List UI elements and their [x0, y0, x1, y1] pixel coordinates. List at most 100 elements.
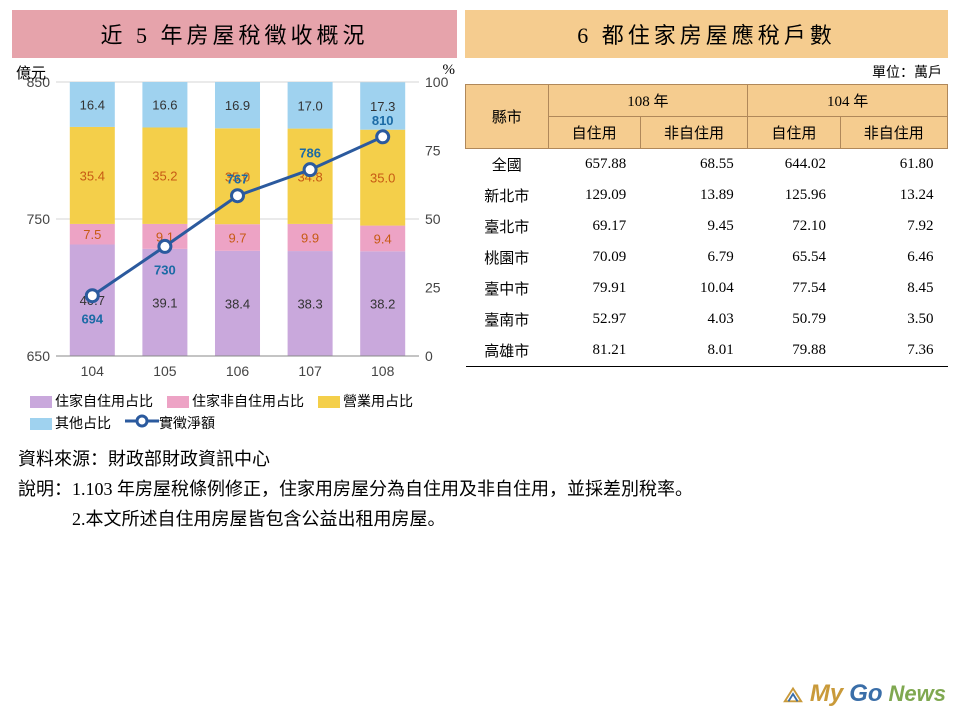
- cell-value: 10.04: [640, 273, 747, 304]
- y-right-axis-label: %: [443, 62, 456, 79]
- cell-value: 13.24: [840, 180, 948, 211]
- notes-block: 資料來源：財政部財政資訊中心 說明：1.103 年房屋稅條例修正，住家用房屋分為…: [0, 434, 960, 534]
- cell-value: 6.79: [640, 242, 747, 273]
- svg-text:108: 108: [371, 363, 395, 379]
- cell-value: 81.21: [548, 335, 640, 367]
- source-line: 資料來源：財政部財政資訊中心: [18, 444, 960, 474]
- chart-area: 億元 % 650750850025507510040.77.535.416.43…: [12, 64, 457, 384]
- cell-value: 52.97: [548, 304, 640, 335]
- table-unit-label: 單位：萬戶: [465, 58, 948, 84]
- th-sub-0: 自住用: [548, 117, 640, 149]
- line-marker: [232, 190, 244, 202]
- svg-text:107: 107: [298, 363, 322, 379]
- cell-value: 644.02: [748, 149, 840, 181]
- logo-icon: [782, 683, 804, 705]
- cell-value: 13.89: [640, 180, 747, 211]
- svg-text:106: 106: [226, 363, 250, 379]
- logo: MyGo News: [782, 680, 946, 708]
- table-row: 臺南市52.974.0350.793.50: [466, 304, 948, 335]
- cell-value: 8.45: [840, 273, 948, 304]
- svg-text:7.5: 7.5: [83, 227, 101, 242]
- cell-value: 125.96: [748, 180, 840, 211]
- svg-text:750: 750: [27, 211, 51, 227]
- th-sub-2: 自住用: [748, 117, 840, 149]
- cell-city: 高雄市: [466, 335, 549, 367]
- y-left-axis-label: 億元: [16, 62, 46, 83]
- table-row: 新北市129.0913.89125.9613.24: [466, 180, 948, 211]
- table-row: 桃園市70.096.7965.546.46: [466, 242, 948, 273]
- svg-text:16.9: 16.9: [225, 98, 250, 113]
- svg-text:35.4: 35.4: [80, 168, 105, 183]
- svg-text:650: 650: [27, 348, 51, 364]
- svg-text:0: 0: [425, 348, 433, 364]
- cell-value: 79.91: [548, 273, 640, 304]
- cell-value: 3.50: [840, 304, 948, 335]
- logo-text-go: Go: [849, 680, 882, 708]
- line-marker: [377, 131, 389, 143]
- cell-city: 新北市: [466, 180, 549, 211]
- svg-text:16.4: 16.4: [80, 97, 105, 112]
- cell-value: 7.92: [840, 211, 948, 242]
- cell-value: 79.88: [748, 335, 840, 367]
- svg-text:38.4: 38.4: [225, 296, 250, 311]
- svg-text:730: 730: [154, 262, 176, 277]
- svg-text:9.7: 9.7: [228, 230, 246, 245]
- th-104: 104 年: [748, 85, 948, 117]
- stacked-bar-line-chart: 650750850025507510040.77.535.416.439.19.…: [12, 64, 457, 384]
- logo-text-news: News: [889, 681, 946, 707]
- svg-text:38.2: 38.2: [370, 297, 395, 312]
- left-panel: 近 5 年房屋稅徵收概況 億元 % 650750850025507510040.…: [12, 10, 457, 434]
- cell-value: 68.55: [640, 149, 747, 181]
- svg-text:767: 767: [227, 172, 249, 187]
- svg-text:75: 75: [425, 143, 441, 159]
- cell-value: 9.45: [640, 211, 747, 242]
- line-marker: [86, 290, 98, 302]
- svg-text:50: 50: [425, 211, 441, 227]
- line-marker: [159, 240, 171, 252]
- svg-text:694: 694: [81, 312, 103, 327]
- cell-city: 臺北市: [466, 211, 549, 242]
- svg-text:25: 25: [425, 280, 441, 296]
- svg-text:9.4: 9.4: [374, 231, 392, 246]
- legend-item-biz: 營業用占比: [318, 390, 413, 412]
- cell-value: 77.54: [748, 273, 840, 304]
- th-sub-1: 非自住用: [640, 117, 747, 149]
- th-108: 108 年: [548, 85, 748, 117]
- cell-value: 4.03: [640, 304, 747, 335]
- svg-text:39.1: 39.1: [152, 295, 177, 310]
- table-row: 臺北市69.179.4572.107.92: [466, 211, 948, 242]
- legend-item-line: 實徵淨額: [125, 412, 215, 434]
- cell-city: 臺中市: [466, 273, 549, 304]
- table-title: 6 都住家房屋應稅戶數: [465, 10, 948, 58]
- note-line-2: 2.本文所述自住用房屋皆包含公益出租用房屋。: [18, 504, 960, 534]
- table-row: 臺中市79.9110.0477.548.45: [466, 273, 948, 304]
- legend-item-other: 其他占比: [30, 412, 111, 434]
- cell-value: 61.80: [840, 149, 948, 181]
- cell-city: 臺南市: [466, 304, 549, 335]
- svg-text:17.0: 17.0: [297, 98, 322, 113]
- cell-value: 70.09: [548, 242, 640, 273]
- svg-text:35.0: 35.0: [370, 171, 395, 186]
- legend-item-nonself: 住家非自住用占比: [167, 390, 304, 412]
- svg-text:810: 810: [372, 113, 394, 128]
- cell-value: 129.09: [548, 180, 640, 211]
- cell-value: 7.36: [840, 335, 948, 367]
- svg-text:105: 105: [153, 363, 177, 379]
- cell-value: 50.79: [748, 304, 840, 335]
- svg-text:16.6: 16.6: [152, 98, 177, 113]
- svg-text:35.2: 35.2: [152, 169, 177, 184]
- cell-value: 65.54: [748, 242, 840, 273]
- table-row: 高雄市81.218.0179.887.36: [466, 335, 948, 367]
- legend-item-self: 住家自住用占比: [30, 390, 153, 412]
- logo-text-my: My: [810, 680, 843, 708]
- svg-text:104: 104: [81, 363, 105, 379]
- line-marker: [304, 164, 316, 176]
- cell-value: 6.46: [840, 242, 948, 273]
- th-sub-3: 非自住用: [840, 117, 948, 149]
- cell-value: 69.17: [548, 211, 640, 242]
- cell-value: 657.88: [548, 149, 640, 181]
- cell-value: 72.10: [748, 211, 840, 242]
- city-tax-table: 縣市108 年104 年自住用非自住用自住用非自住用 全國657.8868.55…: [465, 84, 948, 367]
- chart-title: 近 5 年房屋稅徵收概況: [12, 10, 457, 58]
- cell-value: 8.01: [640, 335, 747, 367]
